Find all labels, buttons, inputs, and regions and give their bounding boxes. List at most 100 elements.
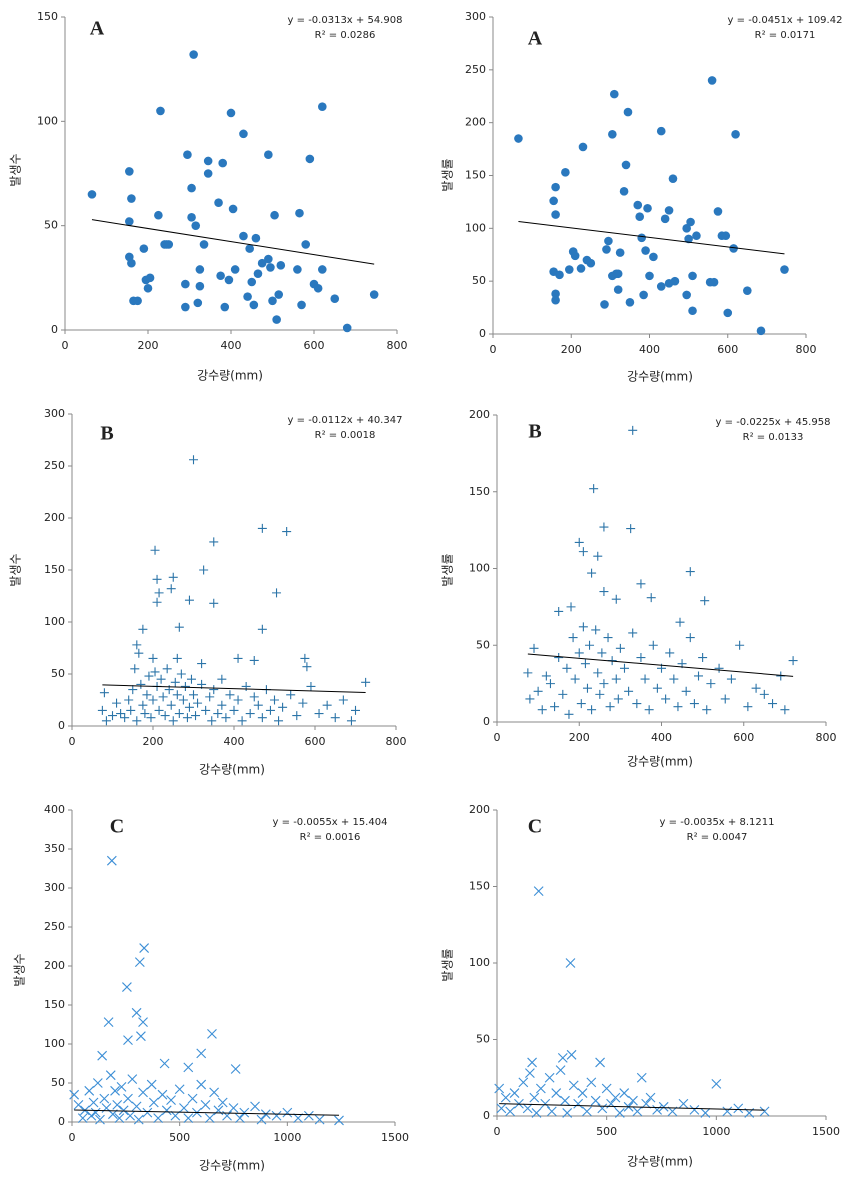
point [551,295,560,305]
point [605,702,615,712]
point [217,674,227,684]
point [150,667,160,677]
point [97,1050,108,1061]
point [249,655,259,665]
point [645,1092,656,1103]
point [84,1085,95,1096]
point [272,315,281,324]
y-tick-label: 200 [469,408,490,421]
point [570,674,580,684]
r-squared: R² = 0.0047 [687,832,748,843]
point [229,705,239,715]
trendline [74,1109,340,1116]
point [619,663,629,673]
point [301,240,311,249]
point [282,527,292,537]
point [203,156,213,166]
point [751,683,761,693]
y-axis-label: 발생수 [13,953,27,986]
point [664,206,674,215]
point [176,669,186,679]
point [128,685,138,695]
point [603,633,613,643]
point [541,671,551,681]
point [580,659,590,669]
point [179,1103,189,1113]
y-tick-label: 0 [58,1115,65,1128]
point [635,212,645,222]
point [200,1099,211,1110]
point [597,1103,608,1114]
point [108,711,117,721]
point [257,624,267,634]
point [582,683,592,693]
point [613,269,623,279]
point [601,1083,612,1094]
x-tick-label: 0 [494,1125,501,1138]
point [126,705,136,715]
point [313,283,323,293]
point [184,702,194,712]
point [578,547,588,557]
point [688,271,697,281]
point [174,622,184,632]
point [125,167,134,176]
point [204,1113,215,1123]
y-tick-label: 100 [44,1037,65,1050]
point [69,1089,80,1100]
point [369,290,379,299]
point [593,668,603,678]
point [600,300,609,309]
point [615,643,625,653]
x-tick-label: 400 [221,339,242,352]
point [154,588,164,598]
point [174,1084,185,1095]
point [127,1074,138,1084]
trend-equation: y = -0.0055x + 15.404 [273,817,388,828]
point [735,640,745,650]
point [110,1085,120,1096]
point [191,711,201,721]
point [181,279,190,289]
point [713,207,723,216]
point [271,1110,282,1121]
point [264,254,273,264]
point [625,298,635,307]
point [127,258,136,268]
point [247,277,257,287]
trend-equation: y = -0.0451x + 109.42 [728,15,843,26]
r-squared: R² = 0.0016 [300,832,361,843]
point [112,698,122,708]
point [768,699,778,709]
point [593,551,603,561]
point [714,663,724,673]
point [172,690,182,700]
point [554,653,564,663]
point [621,160,631,170]
point [726,674,736,684]
y-axis-label: 발생률 [441,158,455,191]
point [122,982,132,992]
point [207,1028,217,1039]
point [265,705,275,715]
y-tick-label: 250 [44,459,65,472]
point [522,1103,533,1114]
point [576,699,586,709]
trendline [91,219,375,265]
point [138,1087,148,1098]
point [661,694,671,704]
point [92,1078,103,1088]
point [707,76,717,85]
y-tick-label: 250 [465,63,486,76]
point [187,183,196,193]
x-tick-label: 600 [717,343,738,356]
point [124,695,134,705]
point [565,958,576,968]
point [529,1092,540,1103]
point [133,296,142,306]
y-tick-label: 50 [51,1076,65,1089]
point [334,1115,344,1126]
y-tick-label: 50 [476,638,490,651]
point [168,716,178,726]
